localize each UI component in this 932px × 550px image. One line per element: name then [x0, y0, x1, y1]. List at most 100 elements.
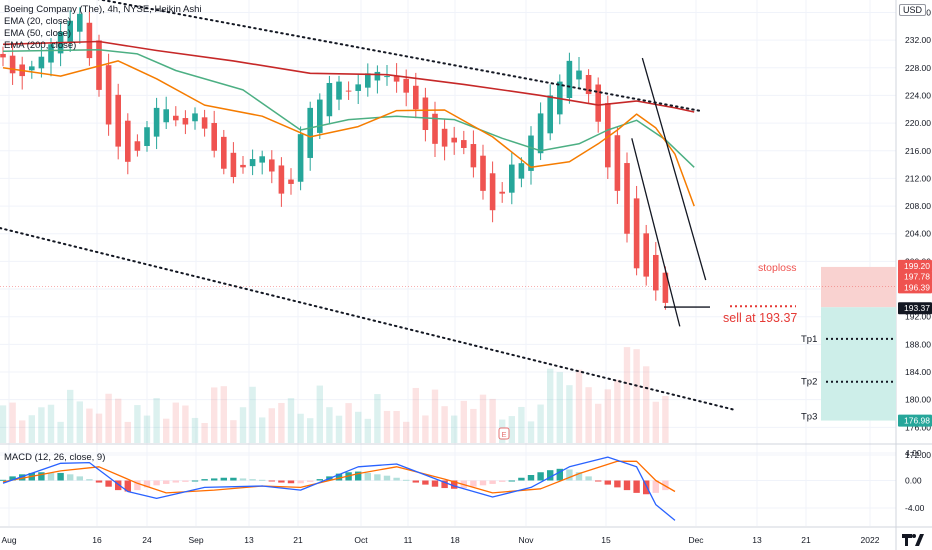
volume-bar [134, 405, 141, 443]
currency-button[interactable]: USD [898, 4, 926, 16]
candle-body [38, 56, 45, 69]
volume-bar [259, 417, 266, 443]
tp2-label: Tp2 [801, 377, 817, 388]
macd-histogram-bar [412, 480, 419, 483]
macd-histogram-bar [153, 480, 160, 486]
price-tick-label: 224.00 [905, 90, 931, 100]
macd-tick-label: -4.00 [905, 503, 925, 513]
macd-histogram-bar [527, 475, 535, 481]
volume-bar [412, 387, 419, 443]
macd-histogram-bar [537, 472, 544, 481]
macd-histogram-bar [383, 475, 391, 481]
macd-histogram-bar [239, 478, 247, 481]
candle-body [643, 233, 649, 277]
candle-body [278, 165, 285, 194]
candle-body [77, 13, 83, 32]
candle-body [528, 135, 534, 171]
candle-body [441, 128, 448, 147]
volume-bar [374, 394, 381, 443]
legend-ema20[interactable]: EMA (20, close) [4, 16, 72, 27]
legend-ema50[interactable]: EMA (50, close) [4, 28, 72, 39]
volume-bar [595, 403, 602, 443]
take-profit-zone [821, 307, 896, 421]
macd-histogram-bar [508, 480, 515, 482]
volume-bar [249, 386, 256, 443]
macd-histogram-bar [355, 471, 362, 481]
volume-bar [566, 385, 573, 443]
earnings-marker-icon [498, 427, 510, 440]
price-tag-last [898, 302, 932, 315]
volume-bar [537, 404, 544, 443]
stop-loss-zone [821, 266, 896, 308]
legend-macd[interactable]: MACD (12, 26, close, 9) [4, 452, 106, 463]
legend-ema200[interactable]: EMA (200, close) [4, 40, 77, 51]
volume-bars [0, 347, 669, 443]
volume-bar [326, 407, 333, 443]
price-tick-label: 232.00 [905, 35, 931, 45]
macd-histogram-bar [364, 472, 371, 481]
candle-body [105, 65, 112, 125]
volume-bar [460, 400, 467, 443]
candle-body [422, 97, 429, 131]
macd-histogram-bar [19, 474, 26, 481]
price-tag-text: 197.78 [904, 272, 930, 282]
candle-body [307, 107, 313, 158]
candle-body [134, 141, 141, 151]
volume-bar [278, 402, 285, 443]
volume-bar [115, 398, 122, 443]
candlesticks [0, 7, 669, 310]
macd-histogram-bar [0, 479, 7, 481]
macd-histogram-bar [633, 480, 640, 493]
macd-histogram-bar [38, 472, 45, 481]
risk-reward-zones [0, 266, 896, 421]
price-tick-label: 176.00 [905, 422, 931, 432]
macd-histogram-bar [278, 480, 285, 483]
candle-body [432, 113, 438, 144]
candle-body [249, 159, 256, 167]
macd-histogram-bar [316, 479, 323, 481]
candle-body [595, 84, 601, 122]
price-tag-text: 196.39 [904, 282, 930, 292]
price-tick-label: 208.00 [905, 201, 931, 211]
macd-histogram-bar [623, 480, 631, 491]
macd-histogram-bar [143, 480, 151, 488]
volume-bar [547, 368, 554, 443]
candle-body [384, 76, 390, 78]
macd-histogram-bar [556, 468, 563, 481]
annotations: stoploss sell at 193.37 Tp1 Tp2 Tp3 E [498, 262, 896, 440]
macd-histogram-bar [652, 480, 659, 493]
macd-histogram-bar [95, 480, 103, 483]
macd-histogram-bar [307, 480, 314, 482]
candle-body [393, 76, 400, 82]
macd-histogram-bar [297, 480, 304, 484]
macd-line [2, 456, 676, 521]
ema20-line [2, 60, 695, 207]
candle-body [29, 66, 35, 71]
candle-body [605, 103, 611, 168]
price-tick-label: 180.00 [905, 395, 931, 405]
macd-histogram-bar [220, 477, 227, 481]
legend-title[interactable]: Boeing Company (The), 4h, NYSE, Heikin A… [4, 4, 202, 15]
candle-body [297, 134, 304, 182]
ema-lines [2, 40, 695, 207]
macd-histogram-bar [259, 479, 266, 481]
macd-histogram-bar [422, 480, 429, 485]
legend: Boeing Company (The), 4h, NYSE, Heikin A… [4, 4, 201, 52]
candle-body [585, 74, 592, 95]
time-tick-label: 21 [293, 535, 303, 545]
time-tick-label: 11 [404, 535, 413, 545]
volume-bar [633, 349, 640, 443]
price-tick-label: 192.00 [905, 312, 931, 322]
tp3-label: Tp3 [801, 412, 817, 423]
price-tag-stop [898, 259, 932, 272]
tradingview-logo-icon[interactable] [900, 530, 930, 548]
candle-body [355, 84, 361, 91]
time-tick-label: Nov [518, 535, 534, 545]
macd-pane [0, 456, 676, 521]
volume-bar [124, 421, 131, 443]
price-tick-label: 204.00 [905, 229, 931, 239]
macd-tick-label: 4.00 [905, 448, 922, 458]
volume-bar [364, 418, 371, 443]
candle-body [470, 144, 477, 168]
